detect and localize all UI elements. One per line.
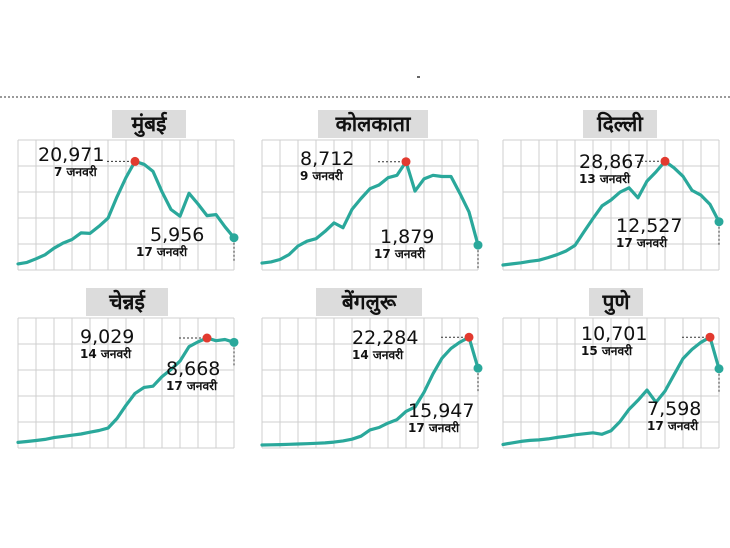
series-line <box>501 159 721 267</box>
last-point <box>473 363 483 373</box>
chart-svg-pune <box>501 317 724 449</box>
chart-svg-bengaluru <box>260 317 483 449</box>
last-point <box>714 217 724 227</box>
peak-point <box>705 332 715 342</box>
last-value: 7,598 <box>647 398 702 420</box>
peak-point <box>130 156 140 166</box>
peak-date: 14 जनवरी <box>80 347 132 361</box>
peak-value: 10,701 <box>581 323 648 345</box>
chart-title-delhi: दिल्ली <box>583 110 657 138</box>
peak-point <box>464 332 474 342</box>
chart-title-bengaluru: बेंगलुरू <box>316 288 422 316</box>
chart-panel-kolkata: कोलकाता 8,712 9 जनवरी 1,879 17 जनवरी <box>260 110 490 285</box>
chart-panel-pune: पुणे 10,701 15 जनवरी 7,598 17 जनवरी <box>501 288 730 463</box>
series-line <box>501 335 721 447</box>
last-date: 17 जनवरी <box>408 421 460 435</box>
series-line <box>16 336 236 444</box>
chart-panel-delhi: दिल्ली 28,867 13 जनवरी 12,527 17 जनवरी <box>501 110 730 285</box>
last-label-kolkata: 1,879 17 जनवरी <box>374 228 434 262</box>
peak-label-kolkata: 8,712 9 जनवरी <box>300 150 354 184</box>
chart-svg-delhi <box>501 139 724 271</box>
chart-panel-chennai: चेन्नई 9,029 14 जनवरी 8,668 17 जनवरी <box>16 288 246 463</box>
series-line <box>16 159 236 266</box>
chart-title-kolkata: कोलकाता <box>318 110 428 138</box>
last-label-chennai: 8,668 17 जनवरी <box>166 360 220 394</box>
peak-value: 20,971 <box>38 144 105 166</box>
last-value: 1,879 <box>380 226 435 248</box>
peak-value: 9,029 <box>80 326 135 348</box>
last-point <box>229 337 239 347</box>
peak-label-pune: 10,701 15 जनवरी <box>581 325 647 359</box>
chart-svg-kolkata <box>260 139 483 271</box>
series-line <box>260 160 480 265</box>
peak-date: 7 जनवरी <box>54 165 97 179</box>
last-date: 17 जनवरी <box>136 245 188 259</box>
last-value: 12,527 <box>616 215 683 237</box>
chart-svg-mumbai <box>16 139 239 271</box>
last-date: 17 जनवरी <box>374 247 426 261</box>
chart-title-mumbai: मुंबई <box>112 110 186 138</box>
last-date: 17 जनवरी <box>616 236 668 250</box>
last-point <box>229 233 239 243</box>
peak-date: 9 जनवरी <box>300 169 343 183</box>
peak-date: 13 जनवरी <box>579 172 631 186</box>
last-point <box>714 364 724 374</box>
chart-panel-mumbai: मुंबई 20,971 7 जनवरी 5,956 17 जनवरी <box>16 110 246 285</box>
peak-date: 14 जनवरी <box>352 348 404 362</box>
peak-value: 28,867 <box>579 151 646 173</box>
last-value: 5,956 <box>150 224 205 246</box>
last-date: 17 जनवरी <box>647 419 699 433</box>
last-date: 17 जनवरी <box>166 379 218 393</box>
peak-point <box>401 157 411 167</box>
chart-panel-bengaluru: बेंगलुरू 22,284 14 जनवरी 15,947 17 जनवरी <box>260 288 490 463</box>
peak-value: 8,712 <box>300 148 355 170</box>
peak-point <box>202 333 212 343</box>
peak-point <box>660 156 670 166</box>
chart-title-chennai: चेन्नई <box>86 288 168 316</box>
top-dotted-divider <box>0 96 730 98</box>
chart-svg-chennai <box>16 317 239 449</box>
peak-date: 15 जनवरी <box>581 344 633 358</box>
top-mark <box>417 76 420 78</box>
last-label-mumbai: 5,956 17 जनवरी <box>136 226 204 260</box>
chart-title-pune: पुणे <box>589 288 643 316</box>
last-point <box>473 240 483 250</box>
last-label-pune: 7,598 17 जनवरी <box>647 400 701 434</box>
peak-value: 22,284 <box>352 327 419 349</box>
last-value: 8,668 <box>166 358 221 380</box>
peak-label-bengaluru: 22,284 14 जनवरी <box>352 329 418 363</box>
last-label-bengaluru: 15,947 17 जनवरी <box>408 402 474 436</box>
last-value: 15,947 <box>408 400 475 422</box>
peak-label-mumbai: 20,971 7 जनवरी <box>38 146 104 180</box>
peak-label-delhi: 28,867 13 जनवरी <box>579 153 645 187</box>
peak-label-chennai: 9,029 14 जनवरी <box>80 328 134 362</box>
series-line <box>260 335 480 447</box>
last-label-delhi: 12,527 17 जनवरी <box>616 217 682 251</box>
